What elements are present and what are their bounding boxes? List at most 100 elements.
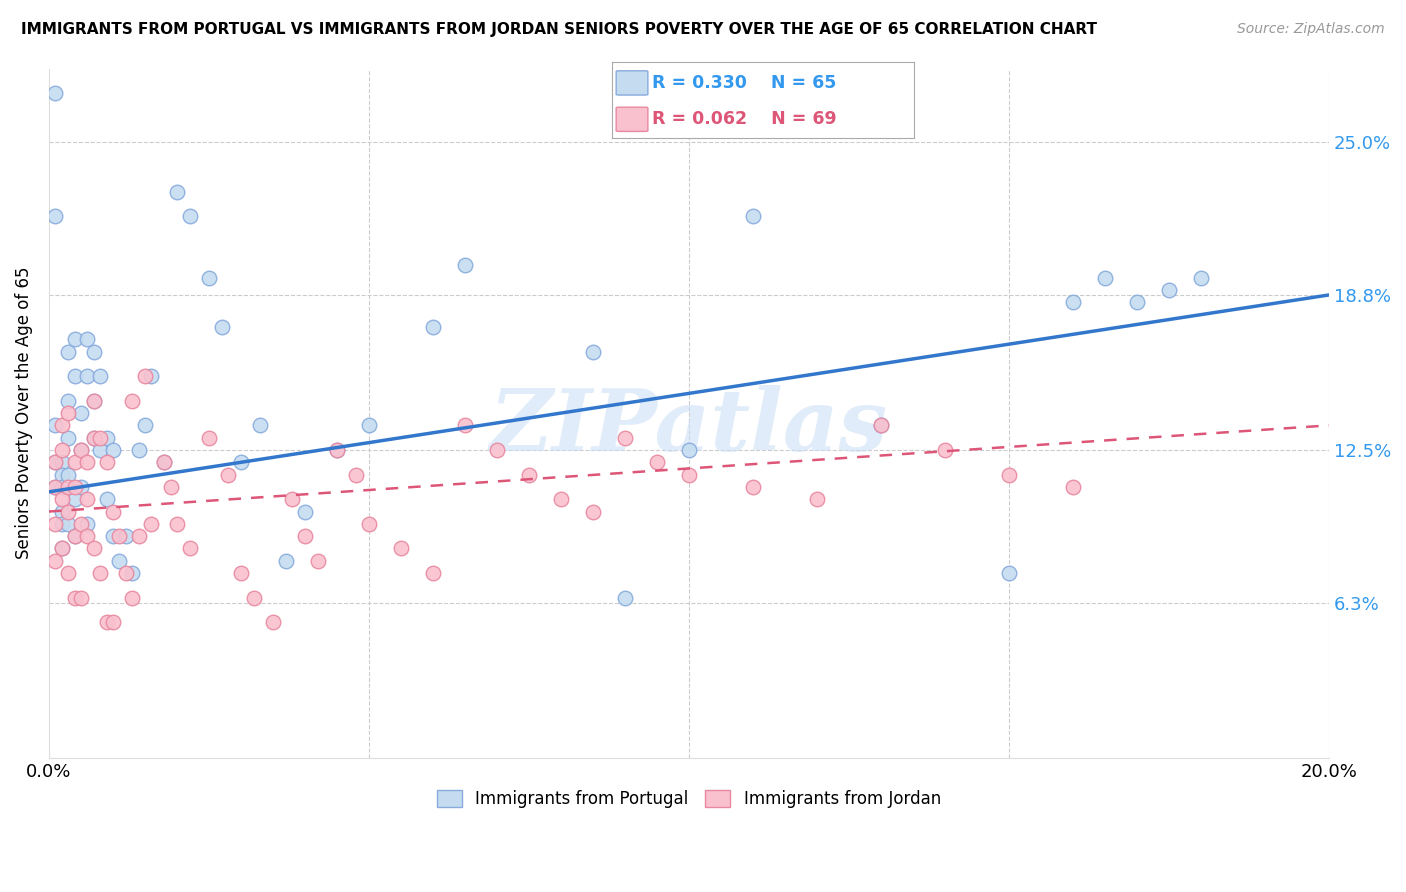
Point	[281, 492, 304, 507]
Point	[76, 332, 98, 346]
Point	[51, 492, 73, 507]
Point	[70, 516, 93, 531]
Point	[56, 504, 79, 518]
Point	[613, 591, 636, 605]
FancyBboxPatch shape	[616, 107, 648, 131]
Point	[613, 431, 636, 445]
Point	[51, 418, 73, 433]
Point	[70, 406, 93, 420]
Point	[63, 455, 86, 469]
Point	[128, 529, 150, 543]
Point	[1126, 295, 1149, 310]
Point	[101, 442, 124, 457]
Point	[101, 504, 124, 518]
Point	[51, 442, 73, 457]
Point	[870, 418, 893, 433]
Point	[83, 541, 105, 556]
Point	[357, 418, 380, 433]
Point	[198, 431, 221, 445]
Point	[307, 554, 329, 568]
Point	[1189, 270, 1212, 285]
Point	[56, 566, 79, 580]
Text: R = 0.330    N = 65: R = 0.330 N = 65	[652, 74, 837, 92]
Point	[998, 467, 1021, 482]
Point	[454, 259, 477, 273]
Point	[1094, 270, 1116, 285]
Point	[89, 431, 111, 445]
Point	[44, 480, 66, 494]
Point	[934, 442, 956, 457]
Point	[96, 615, 118, 630]
Point	[96, 492, 118, 507]
Point	[89, 566, 111, 580]
Point	[63, 529, 86, 543]
Point	[249, 418, 271, 433]
Point	[550, 492, 572, 507]
Point	[229, 455, 252, 469]
Point	[121, 393, 143, 408]
Point	[485, 442, 508, 457]
Point	[63, 332, 86, 346]
Point	[51, 516, 73, 531]
Point	[44, 516, 66, 531]
Point	[582, 504, 605, 518]
Point	[422, 320, 444, 334]
FancyBboxPatch shape	[616, 70, 648, 95]
Point	[294, 504, 316, 518]
Point	[141, 516, 163, 531]
Point	[101, 529, 124, 543]
Point	[51, 455, 73, 469]
Point	[326, 442, 349, 457]
Point	[44, 455, 66, 469]
Point	[89, 442, 111, 457]
Point	[63, 529, 86, 543]
Point	[70, 480, 93, 494]
Point	[56, 344, 79, 359]
Point	[56, 516, 79, 531]
Point	[51, 467, 73, 482]
Point	[83, 393, 105, 408]
Point	[44, 480, 66, 494]
Point	[76, 492, 98, 507]
Point	[83, 344, 105, 359]
Point	[51, 504, 73, 518]
Point	[262, 615, 284, 630]
Text: IMMIGRANTS FROM PORTUGAL VS IMMIGRANTS FROM JORDAN SENIORS POVERTY OVER THE AGE : IMMIGRANTS FROM PORTUGAL VS IMMIGRANTS F…	[21, 22, 1097, 37]
Point	[121, 566, 143, 580]
Point	[344, 467, 367, 482]
Point	[76, 529, 98, 543]
Point	[582, 344, 605, 359]
Point	[44, 554, 66, 568]
Point	[108, 529, 131, 543]
Point	[56, 431, 79, 445]
Point	[242, 591, 264, 605]
Point	[44, 418, 66, 433]
Y-axis label: Seniors Poverty Over the Age of 65: Seniors Poverty Over the Age of 65	[15, 267, 32, 559]
Point	[326, 442, 349, 457]
Legend: Immigrants from Portugal, Immigrants from Jordan: Immigrants from Portugal, Immigrants fro…	[430, 783, 948, 814]
Point	[51, 480, 73, 494]
Point	[56, 393, 79, 408]
Point	[274, 554, 297, 568]
Point	[141, 369, 163, 384]
Point	[134, 418, 156, 433]
Point	[134, 369, 156, 384]
Point	[51, 541, 73, 556]
Point	[198, 270, 221, 285]
Text: Source: ZipAtlas.com: Source: ZipAtlas.com	[1237, 22, 1385, 37]
Point	[153, 455, 176, 469]
Point	[108, 554, 131, 568]
Point	[389, 541, 412, 556]
Point	[211, 320, 233, 334]
Point	[83, 393, 105, 408]
Point	[454, 418, 477, 433]
Point	[998, 566, 1021, 580]
Point	[44, 86, 66, 100]
Point	[76, 369, 98, 384]
Point	[63, 480, 86, 494]
Text: ZIPatlas: ZIPatlas	[489, 385, 889, 468]
Point	[357, 516, 380, 531]
Point	[422, 566, 444, 580]
Point	[89, 369, 111, 384]
Point	[742, 480, 765, 494]
